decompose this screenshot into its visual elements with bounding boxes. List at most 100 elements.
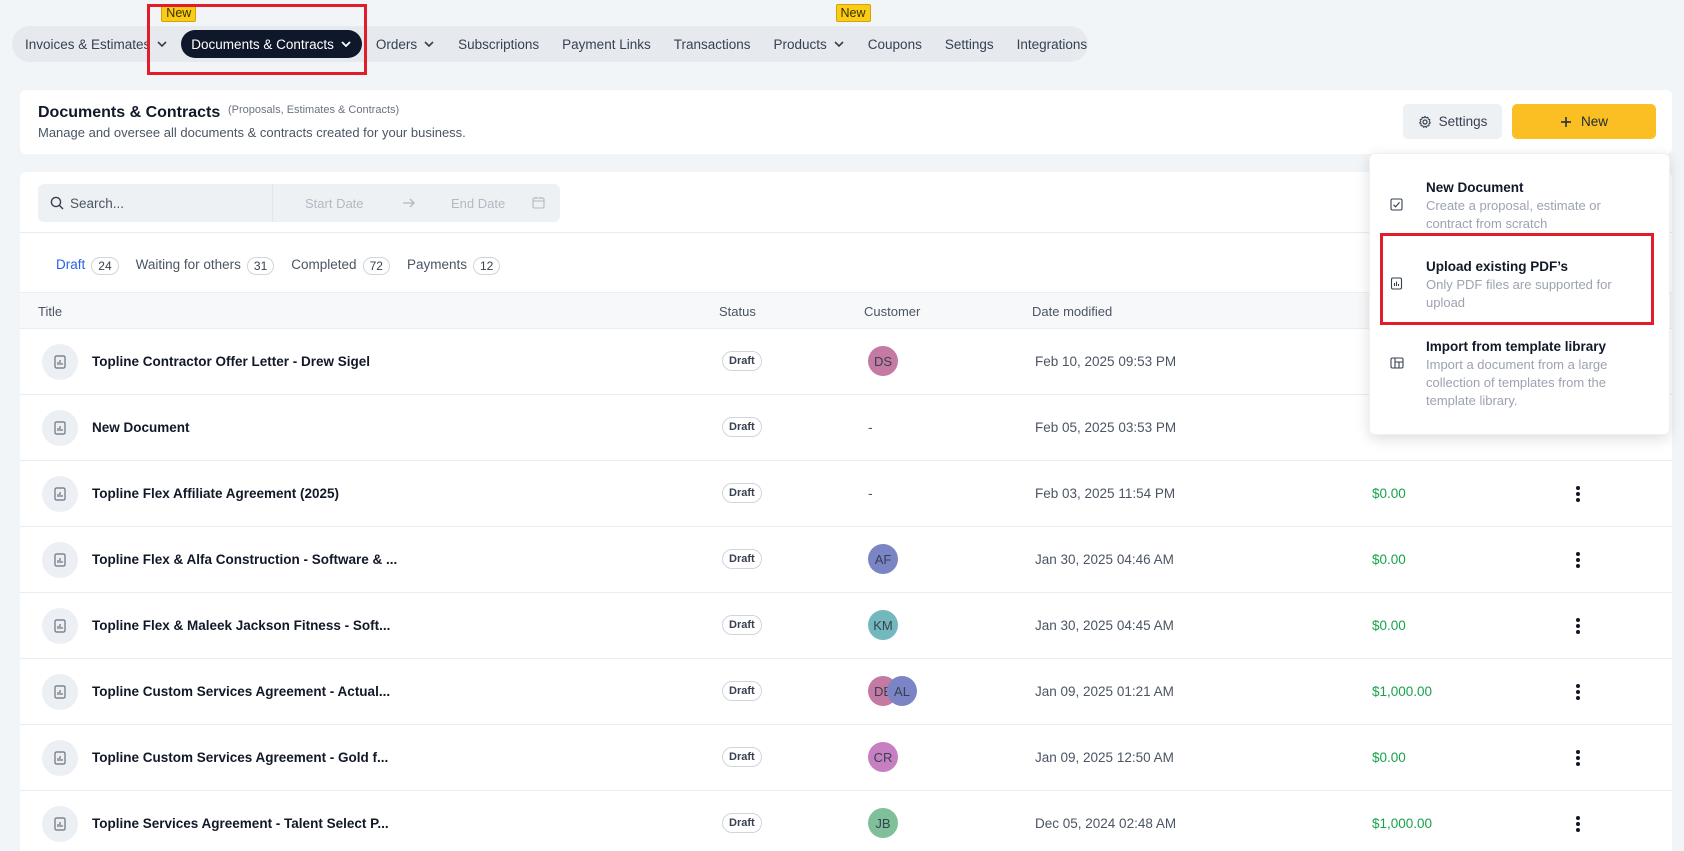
document-title[interactable]: Topline Custom Services Agreement - Actu… bbox=[92, 684, 391, 699]
date-modified: Feb 10, 2025 09:53 PM bbox=[1035, 354, 1177, 369]
page-subtitle: (Proposals, Estimates & Contracts) bbox=[228, 104, 400, 116]
end-date-input[interactable]: End Date bbox=[451, 195, 506, 211]
column-header-date-modified[interactable]: Date modified bbox=[1032, 304, 1113, 319]
document-title[interactable]: Topline Custom Services Agreement - Gold… bbox=[92, 750, 389, 765]
menu-item-new-document[interactable]: New Document Create a proposal, estimate… bbox=[1370, 154, 1669, 233]
column-header-customer[interactable]: Customer bbox=[864, 304, 921, 319]
table-row[interactable]: Topline Custom Services Agreement - Gold… bbox=[20, 724, 1672, 790]
nav-orders[interactable]: Orders bbox=[376, 30, 435, 58]
nav-payment-links[interactable]: Payment Links bbox=[562, 30, 651, 58]
tab-waiting-for-others[interactable]: Waiting for others 31 bbox=[136, 254, 275, 294]
top-nav: Invoices & Estimates New Documents & Con… bbox=[12, 4, 1088, 62]
column-header-title[interactable]: Title bbox=[38, 304, 63, 319]
amount: $0.00 bbox=[1372, 552, 1406, 567]
tab-draft[interactable]: Draft 24 bbox=[56, 254, 119, 294]
page-description: Manage and oversee all documents & contr… bbox=[38, 125, 466, 140]
nav-documents-contracts[interactable]: New Documents & Contracts bbox=[161, 4, 362, 58]
avatar[interactable]: DS bbox=[868, 346, 898, 376]
more-options-icon[interactable] bbox=[1571, 814, 1585, 834]
customer-empty: - bbox=[868, 485, 873, 501]
nav-settings[interactable]: Settings bbox=[945, 30, 994, 58]
chart-document-icon bbox=[54, 487, 66, 501]
document-icon bbox=[42, 542, 78, 578]
more-options-icon[interactable] bbox=[1571, 616, 1585, 636]
chevron-down-icon bbox=[157, 41, 167, 48]
document-icon bbox=[42, 344, 78, 380]
more-options-icon[interactable] bbox=[1571, 748, 1585, 768]
settings-button-label: Settings bbox=[1438, 114, 1488, 129]
more-options-icon[interactable] bbox=[1571, 550, 1585, 570]
table-row[interactable]: Topline Services Agreement - Talent Sele… bbox=[20, 790, 1672, 851]
avatar[interactable]: JB bbox=[868, 808, 898, 838]
tab-payments[interactable]: Payments 12 bbox=[407, 254, 501, 294]
nav-transactions[interactable]: Transactions bbox=[674, 30, 751, 58]
avatar[interactable]: AF bbox=[868, 544, 898, 574]
amount: $0.00 bbox=[1372, 618, 1406, 633]
calendar-icon[interactable] bbox=[532, 196, 545, 209]
page-title: Documents & Contracts bbox=[38, 104, 221, 121]
document-title[interactable]: New Document bbox=[92, 420, 190, 435]
table-row[interactable]: Topline Contractor Offer Letter - Drew S… bbox=[20, 328, 1672, 394]
tab-count: 24 bbox=[91, 257, 119, 275]
chart-document-icon bbox=[54, 619, 66, 633]
amount: $0.00 bbox=[1372, 750, 1406, 765]
new-button[interactable]: New bbox=[1512, 104, 1656, 139]
new-badge: New bbox=[161, 4, 197, 22]
nav-subscriptions[interactable]: Subscriptions bbox=[458, 30, 539, 58]
nav-label: Products bbox=[773, 36, 827, 52]
table-row[interactable]: Topline Flex & Maleek Jackson Fitness - … bbox=[20, 592, 1672, 658]
search-input[interactable]: Search... bbox=[38, 184, 273, 222]
column-header-status[interactable]: Status bbox=[719, 304, 756, 319]
search-placeholder: Search... bbox=[70, 195, 125, 211]
plus-icon bbox=[1560, 116, 1571, 127]
chart-document-icon bbox=[54, 817, 66, 831]
document-title[interactable]: Topline Flex & Alfa Construction - Softw… bbox=[92, 552, 398, 567]
tab-label: Completed bbox=[291, 257, 357, 272]
date-modified: Jan 09, 2025 12:50 AM bbox=[1035, 750, 1174, 765]
filter-bar: Search... Start Date End Date bbox=[38, 184, 560, 222]
document-title[interactable]: Topline Services Agreement - Talent Sele… bbox=[92, 816, 389, 831]
nav-invoices-estimates[interactable]: Invoices & Estimates bbox=[25, 30, 168, 58]
more-options-icon[interactable] bbox=[1571, 682, 1585, 702]
nav-integrations[interactable]: Integrations bbox=[1017, 30, 1088, 58]
avatar[interactable]: CR bbox=[868, 742, 898, 772]
table-row[interactable]: Topline Flex & Alfa Construction - Softw… bbox=[20, 526, 1672, 592]
tab-completed[interactable]: Completed 72 bbox=[291, 254, 390, 294]
menu-item-import-template[interactable]: Import from template library Import a do… bbox=[1370, 313, 1669, 411]
table-row[interactable]: Topline Flex Affiliate Agreement (2025) D… bbox=[20, 460, 1672, 526]
nav-products[interactable]: New Products bbox=[773, 4, 871, 58]
avatar[interactable]: AL bbox=[887, 676, 917, 706]
status-badge: Draft bbox=[722, 681, 762, 701]
status-badge: Draft bbox=[722, 483, 762, 503]
document-icon bbox=[42, 410, 78, 446]
menu-item-title: New Document bbox=[1426, 180, 1524, 195]
document-icon bbox=[42, 740, 78, 776]
status-badge: Draft bbox=[722, 747, 762, 767]
nav-coupons[interactable]: Coupons bbox=[868, 30, 922, 58]
document-icon bbox=[42, 476, 78, 512]
settings-button[interactable]: Settings bbox=[1403, 104, 1502, 139]
nav-label: Orders bbox=[375, 36, 418, 52]
table-row[interactable]: Topline Custom Services Agreement - Actu… bbox=[20, 658, 1672, 724]
start-date-input[interactable]: Start Date bbox=[305, 195, 364, 211]
amount: $1,000.00 bbox=[1372, 816, 1433, 831]
document-icon bbox=[42, 806, 78, 842]
tab-count: 12 bbox=[472, 257, 501, 275]
more-options-icon[interactable] bbox=[1571, 484, 1585, 504]
document-icon bbox=[42, 608, 78, 644]
table-row[interactable]: New Document Draft - Feb 05, 2025 03:53 PM bbox=[20, 394, 1672, 460]
documents-panel: Search... Start Date End Date Draft 24 W… bbox=[20, 172, 1672, 851]
menu-item-upload-pdf[interactable]: Upload existing PDF’s Only PDF files are… bbox=[1370, 233, 1669, 313]
document-title[interactable]: Topline Flex Affiliate Agreement (2025) bbox=[92, 486, 340, 501]
date-modified: Dec 05, 2024 02:48 AM bbox=[1035, 816, 1177, 831]
new-badge: New bbox=[835, 4, 871, 22]
chart-document-icon bbox=[54, 751, 66, 765]
document-title[interactable]: Topline Contractor Offer Letter - Drew S… bbox=[92, 354, 371, 369]
gear-icon bbox=[1418, 115, 1431, 128]
document-title[interactable]: Topline Flex & Maleek Jackson Fitness - … bbox=[92, 618, 391, 633]
status-badge: Draft bbox=[722, 417, 762, 437]
avatar[interactable]: KM bbox=[868, 610, 898, 640]
arrow-right-icon bbox=[403, 198, 415, 208]
status-badge: Draft bbox=[722, 351, 762, 371]
page-header: Documents & Contracts (Proposals, Estima… bbox=[20, 90, 1672, 154]
